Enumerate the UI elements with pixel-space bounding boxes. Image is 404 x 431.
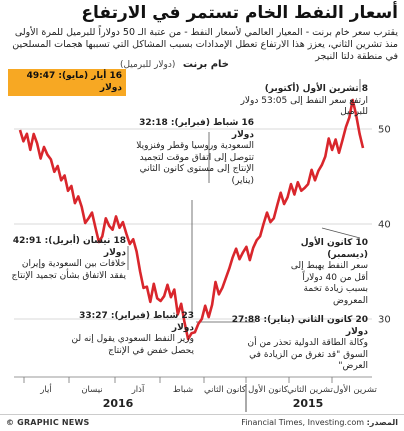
grid-lines [14, 128, 372, 320]
x-tick-label-6: آذار [131, 383, 145, 395]
y-tick-50: 50 [378, 125, 391, 136]
x-tick-label-2: تشرين الثاني [287, 385, 333, 395]
annotation-oct-date: 8 تشرين الأول (أكتوبر) [264, 84, 368, 94]
footer: © GRAPHIC NEWS المصدر: Financial Times, … [0, 414, 404, 431]
annotation-jan-text: وكالة الطاقة الدولية تحذر من أن السوق "ق… [247, 338, 368, 371]
footer-source-text: Financial Times, Investing.com [241, 418, 365, 427]
footer-source: المصدر: Financial Times, Investing.com [241, 418, 398, 427]
annotation-oct-text: ارتفع سعر النفط إلى 53:05 دولار للبرميل [240, 95, 368, 118]
chart-subtitle: يقترب سعر خام برنت - المعيار العالمي لأس… [12, 27, 398, 62]
unit-label: خام برنت (دولار للبرميل) [120, 59, 229, 70]
annotation-apr-date: 18 نيسان (أبريل): 42:91 دولار [12, 236, 126, 258]
annotation-apr: 18 نيسان (أبريل): 42:91 دولار خلافات بين… [6, 236, 126, 282]
x-tick-label-3: كانون الأول [248, 384, 289, 395]
y-tick-40: 40 [378, 220, 391, 231]
x-tick-label-7: نيسان [81, 385, 102, 395]
annotation-jan-date: 20 كانون الثاني (يناير): 27:88 دولار [231, 315, 368, 337]
annotation-feb16-text: السعودية وروسيا وقطر وفنزويلا تتوصل إلى … [136, 141, 254, 186]
annotation-may-highlight: 16 أيار (مايو): 49:47 دولار [8, 69, 126, 96]
footer-source-label: المصدر: [366, 418, 398, 427]
brent-price-line [18, 98, 365, 341]
annotation-leader-2 [321, 227, 361, 239]
y-tick-30: 30 [378, 315, 391, 326]
x-tick-label-1: تشرين الأول [333, 384, 377, 395]
footer-credit: © GRAPHIC NEWS [6, 418, 90, 427]
annotation-feb23-text: وزير النفط السعودي يقول إنه لن يحصل خفض … [71, 334, 194, 356]
x-tick-label-5: شباط [173, 385, 193, 395]
x-tick-label-4: كانون الثاني [204, 385, 247, 395]
annotation-apr-text: خلافات بين السعودية وإيران يفقد الاتفاق … [11, 259, 126, 281]
x-tick-label-8: أيار [39, 383, 51, 395]
annotation-dec-text: سعر النفط يهبط إلى أقل من 40 دولاراً بسب… [290, 261, 368, 306]
annotation-feb23-date: 23 شباط (فبراير): 33:27 دولار [79, 311, 194, 333]
annotation-feb23: 23 شباط (فبراير): 33:27 دولار وزير النفط… [69, 311, 194, 357]
annotation-jan: 20 كانون الثاني (يناير): 27:88 دولار وكا… [220, 315, 368, 373]
annotation-dec-date: 10 كانون الأول (ديسمبر) [300, 238, 368, 260]
annotation-feb16-date: 16 شباط (فبراير): 32:18 دولار [139, 118, 254, 140]
year-label-2015: 2015 [293, 397, 324, 410]
year-label-2016: 2016 [103, 397, 134, 410]
y-tick-labels: 30 40 50 [378, 125, 391, 326]
unit-label-sub: (دولار للبرميل) [119, 60, 176, 70]
chart-title: أسعار النفط الخام تستمر في الارتفاع [81, 3, 398, 23]
annotation-oct: 8 تشرين الأول (أكتوبر) ارتفع سعر النفط إ… [218, 84, 368, 119]
annotation-feb16: 16 شباط (فبراير): 32:18 دولار السعودية و… [129, 118, 254, 187]
annotation-dec: 10 كانون الأول (ديسمبر) سعر النفط يهبط إ… [286, 238, 368, 307]
annotation-may-date: 16 أيار (مايو): 49:47 دولار [26, 71, 122, 93]
unit-label-main: خام برنت [182, 59, 229, 70]
